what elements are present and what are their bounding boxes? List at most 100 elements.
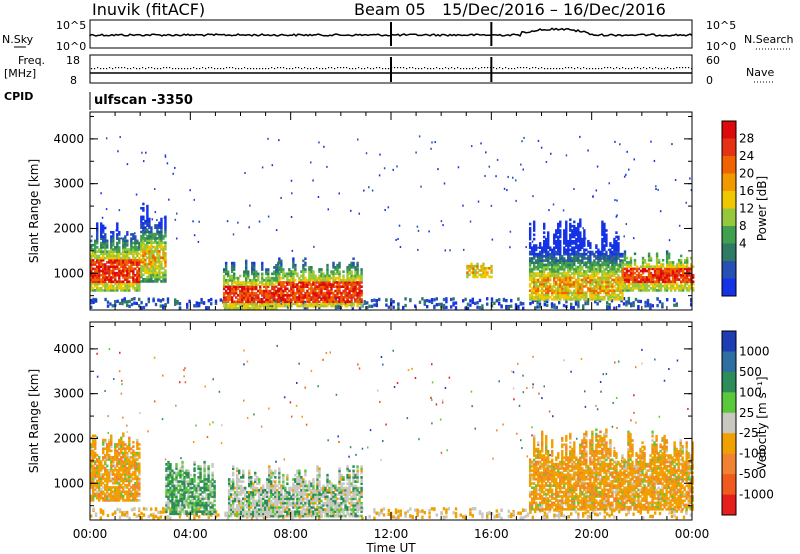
- power-pixel: [136, 278, 139, 281]
- power-pixel: [547, 291, 550, 295]
- power-pixel: [253, 266, 256, 269]
- power-pixel: [536, 267, 540, 271]
- nave-dot: [535, 67, 537, 69]
- power-pixel: [108, 273, 111, 277]
- nave-dot: [604, 67, 606, 69]
- power-pixel: [597, 250, 600, 254]
- power-pixel: [138, 273, 141, 277]
- power-pixel: [573, 295, 576, 299]
- power-pixel: [118, 282, 121, 286]
- power-pixel: [230, 287, 234, 291]
- power-pixel: [486, 273, 489, 277]
- velocity-pixel: [147, 430, 149, 433]
- power-pixel: [166, 162, 169, 165]
- power-pixel: [601, 231, 604, 234]
- power-pixel: [320, 291, 323, 295]
- power-pixel: [348, 296, 351, 299]
- power-pixel: [94, 267, 97, 271]
- power-pixel: [469, 303, 472, 307]
- power-pixel: [585, 274, 588, 277]
- power-pixel: [174, 218, 177, 221]
- power-pixel: [595, 272, 598, 275]
- power-pixel: [615, 278, 618, 282]
- power-pixel: [561, 293, 564, 297]
- freq-label-line2: [MHz]: [4, 67, 36, 80]
- velocity-pixel: [613, 508, 616, 513]
- power-pixel: [298, 289, 301, 293]
- power-pixel: [480, 273, 483, 277]
- velocity-pixel: [440, 512, 443, 516]
- power-pixel: [657, 265, 661, 269]
- velocity-pixel: [193, 516, 196, 520]
- power-pixel: [253, 304, 256, 308]
- power-pixel: [567, 297, 570, 301]
- power-pixel: [265, 272, 268, 276]
- power-pixel: [306, 304, 309, 308]
- power-pixel: [322, 274, 325, 278]
- power-pixel: [534, 297, 538, 301]
- power-pixel: [631, 284, 635, 288]
- power-pixel: [152, 232, 155, 236]
- power-pixel: [146, 204, 149, 208]
- power-pixel: [146, 215, 149, 219]
- power-pixel: [90, 239, 93, 243]
- power-pixel: [332, 293, 335, 297]
- power-pixel: [273, 304, 276, 308]
- power-pixel: [164, 226, 167, 229]
- power-pixel: [324, 300, 327, 304]
- power-pixel: [557, 229, 560, 232]
- power-pixel: [308, 296, 311, 299]
- power-pixel: [90, 248, 93, 251]
- power-pixel: [128, 261, 131, 264]
- power-pixel: [528, 295, 532, 299]
- power-pixel: [555, 250, 558, 254]
- power-pixel: [100, 250, 103, 253]
- nave-dot: [298, 67, 300, 69]
- power-pixel: [679, 267, 683, 271]
- power-pixel: [579, 239, 582, 243]
- power-pixel: [565, 261, 568, 265]
- power-pixel: [300, 287, 303, 291]
- power-pixel: [360, 278, 363, 282]
- power-pixel: [158, 258, 161, 262]
- power-pixel: [342, 291, 345, 295]
- power-pixel: [617, 280, 620, 284]
- power-pixel: [431, 141, 433, 144]
- power-pixel: [677, 271, 681, 275]
- power-pixel: [569, 252, 572, 256]
- power-pixel: [645, 276, 649, 279]
- power-pixel: [330, 298, 333, 301]
- power-pixel: [318, 305, 321, 310]
- power-pixel: [530, 261, 534, 265]
- power-pixel: [314, 296, 317, 299]
- power-pixel: [312, 281, 315, 284]
- power-pixel: [106, 250, 109, 253]
- velocity-pixel: [543, 511, 546, 515]
- power-pixel: [126, 241, 129, 245]
- power-pixel: [320, 293, 323, 297]
- power-pixel: [271, 287, 274, 291]
- power-pixel: [657, 273, 661, 277]
- velocity-pixel: [676, 359, 679, 362]
- power-pixel: [275, 266, 278, 269]
- power-pixel: [152, 265, 155, 268]
- power-pixel: [591, 276, 594, 280]
- power-pixel: [657, 271, 661, 275]
- power-pixel: [490, 297, 494, 301]
- nave-dot: [601, 68, 603, 70]
- power-pixel: [617, 257, 620, 260]
- velocity-pixel: [614, 361, 616, 364]
- power-pixel: [683, 267, 687, 271]
- power-pixel: [534, 289, 538, 293]
- power-pixel: [110, 271, 113, 275]
- power-pixel: [314, 291, 317, 295]
- power-pixel: [118, 256, 121, 260]
- power-pixel: [126, 278, 129, 281]
- power-pixel: [144, 260, 147, 264]
- power-pixel: [581, 267, 584, 271]
- power-pixel: [563, 257, 566, 260]
- power-pixel: [247, 304, 250, 308]
- power-pixel: [306, 289, 309, 293]
- power-pixel: [631, 271, 635, 275]
- power-pixel: [599, 257, 602, 260]
